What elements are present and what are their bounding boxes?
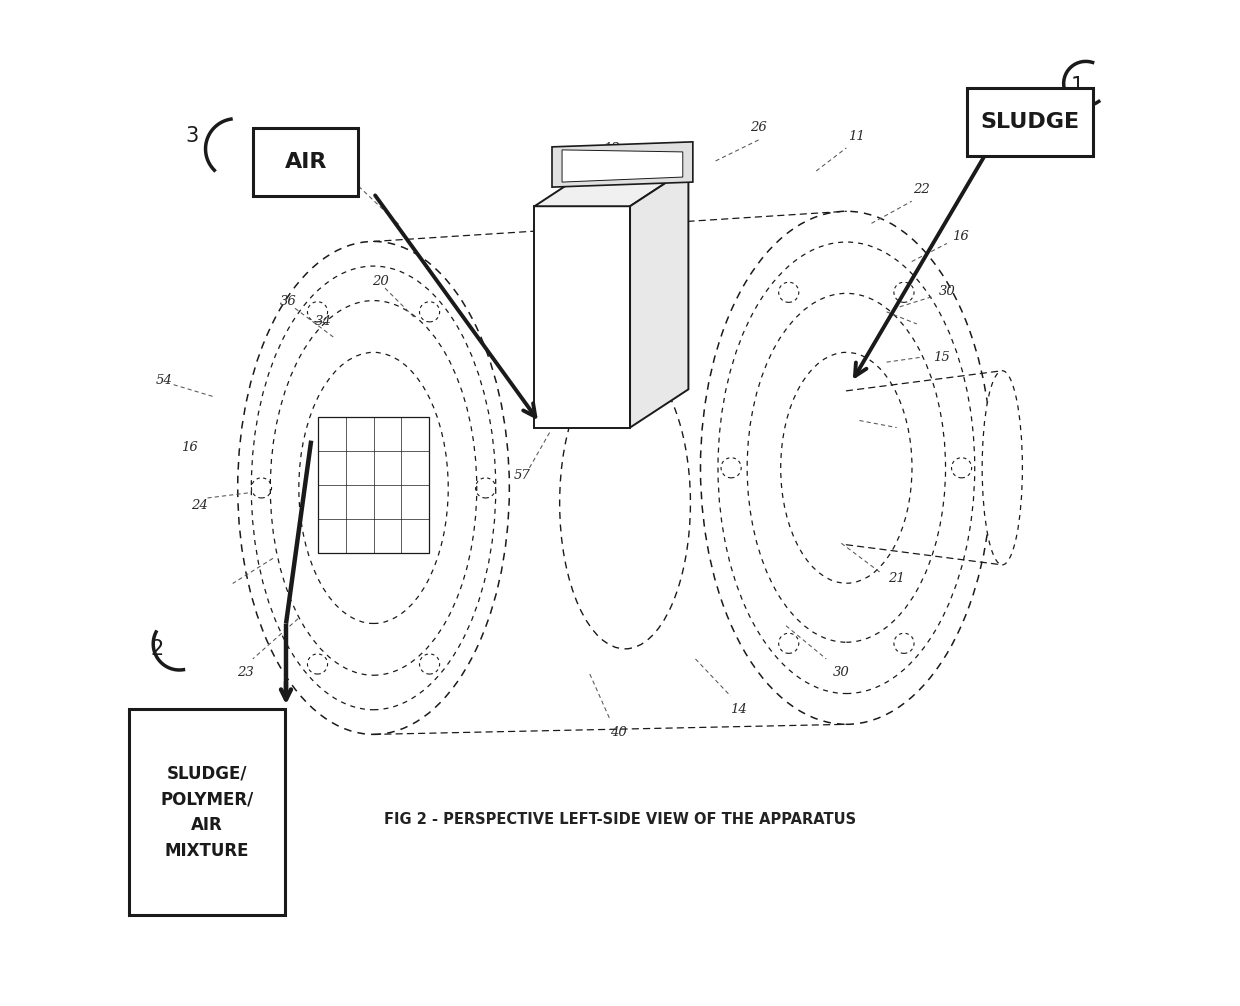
Text: 21: 21 [888, 572, 905, 584]
Text: 16: 16 [951, 230, 968, 242]
Text: 12: 12 [604, 143, 620, 155]
Text: 23: 23 [237, 666, 254, 678]
Text: 14: 14 [730, 703, 746, 715]
Text: 30: 30 [939, 286, 955, 298]
Ellipse shape [559, 357, 691, 649]
Text: SLUDGE/
POLYMER/
AIR
MIXTURE: SLUDGE/ POLYMER/ AIR MIXTURE [160, 765, 254, 860]
Text: 20: 20 [372, 276, 389, 288]
Text: 16: 16 [181, 442, 198, 454]
Text: 34: 34 [315, 316, 331, 328]
Text: 30: 30 [833, 666, 849, 678]
Polygon shape [319, 417, 429, 553]
Text: 11: 11 [848, 131, 864, 143]
Text: 54: 54 [156, 374, 172, 386]
Text: 36: 36 [280, 296, 296, 308]
Text: 26: 26 [750, 122, 768, 134]
Polygon shape [562, 150, 683, 182]
Text: SLUDGE: SLUDGE [981, 112, 1080, 132]
Polygon shape [534, 168, 688, 206]
Text: 57: 57 [515, 470, 531, 482]
Text: 25: 25 [340, 172, 357, 184]
FancyBboxPatch shape [129, 709, 285, 915]
Text: 1: 1 [1071, 75, 1084, 96]
Text: 3: 3 [186, 126, 200, 146]
Text: AIR: AIR [284, 152, 327, 172]
Text: FIG 2 - PERSPECTIVE LEFT-SIDE VIEW OF THE APPARATUS: FIG 2 - PERSPECTIVE LEFT-SIDE VIEW OF TH… [384, 813, 856, 827]
Polygon shape [552, 142, 693, 187]
Text: 15: 15 [934, 351, 950, 363]
Text: 40: 40 [610, 726, 626, 738]
Polygon shape [630, 168, 688, 428]
Text: 24: 24 [191, 499, 208, 511]
Text: 22: 22 [914, 183, 930, 195]
FancyBboxPatch shape [253, 128, 358, 196]
Ellipse shape [982, 370, 1023, 565]
Text: 2: 2 [150, 639, 164, 659]
Polygon shape [534, 206, 630, 428]
FancyBboxPatch shape [967, 88, 1092, 156]
